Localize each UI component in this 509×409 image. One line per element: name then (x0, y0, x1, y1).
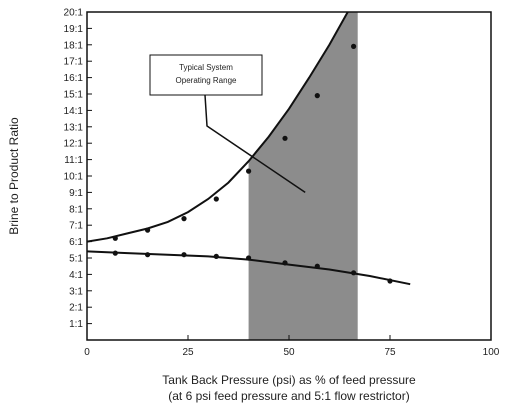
x-tick-label: 25 (182, 347, 194, 358)
series-2-point (181, 252, 187, 258)
y-tick-label: 9:1 (69, 188, 83, 199)
y-tick-label: 3:1 (69, 286, 83, 297)
x-tick-label: 100 (483, 347, 500, 358)
curve-layer (87, 12, 411, 286)
y-tick-label: 11:1 (64, 155, 83, 166)
y-ticks: 1:1 2:1 3:1 4:1 5:1 6:1 7:1 8:1 9:1 10:1 11:1 12:1 1… (64, 8, 92, 330)
y-tick-label: 12:1 (64, 139, 84, 150)
series-1-point (351, 43, 357, 50)
x-tick-label: 50 (283, 347, 295, 358)
operating-range-shade (248, 12, 358, 340)
x-tick-label: 75 (384, 347, 396, 358)
y-tick-label: 7:1 (69, 221, 83, 232)
series-2-point (282, 260, 288, 266)
y-tick-label: 5:1 (69, 254, 83, 265)
series-1-point (282, 135, 288, 141)
y-tick-label: 15:1 (64, 90, 84, 101)
y-tick-label: 10:1 (64, 172, 84, 183)
y-tick-label: 17:1 (64, 57, 84, 68)
y-tick-label: 4:1 (69, 270, 83, 281)
y-tick-label: 2:1 (69, 303, 83, 314)
x-ticks: 0 25 50 75 100 (84, 335, 500, 358)
x-axis-title: Tank Back Pressure (psi) as % of feed pr… (162, 373, 416, 387)
series-2-point (351, 270, 357, 276)
annotation-pointer (204, 94, 306, 194)
x-tick-label: 0 (84, 347, 90, 358)
series-1-point (246, 168, 252, 174)
x-axis-title-line2: (at 6 psi feed pressure and 5:1 flow res… (168, 389, 409, 403)
series-2-point (145, 252, 151, 258)
annotation-text: Typical System (179, 63, 233, 72)
y-tick-label: 20:1 (64, 8, 84, 19)
series-1-point (145, 227, 151, 233)
y-tick-label: 18:1 (64, 40, 84, 51)
y-tick-label: 13:1 (64, 122, 84, 133)
y-tick-label: 16:1 (64, 73, 84, 84)
series-1-point (314, 93, 320, 99)
series-1-line (87, 12, 349, 243)
y-axis-title: Brine to Product Ratio (7, 117, 21, 235)
series-2-point (387, 278, 393, 284)
series-2-point (314, 263, 320, 269)
series-2-point (213, 253, 219, 259)
y-tick-label: 6:1 (69, 237, 83, 248)
series-2-point (246, 255, 252, 261)
y-tick-label: 8:1 (69, 204, 83, 215)
series-2-point (112, 250, 118, 256)
series-1-point (213, 196, 219, 202)
y-tick-label: 1:1 (69, 319, 83, 330)
series-1-point (181, 216, 187, 222)
y-tick-label: 14:1 (64, 106, 84, 117)
shaded-region-layer (248, 12, 358, 340)
annotation-layer: Typical System Operating Range (149, 54, 306, 194)
series-1-point (112, 235, 118, 241)
annotation-text: Operating Range (176, 76, 237, 85)
y-tick-label: 19:1 (64, 24, 84, 35)
annotation-box (149, 54, 263, 96)
